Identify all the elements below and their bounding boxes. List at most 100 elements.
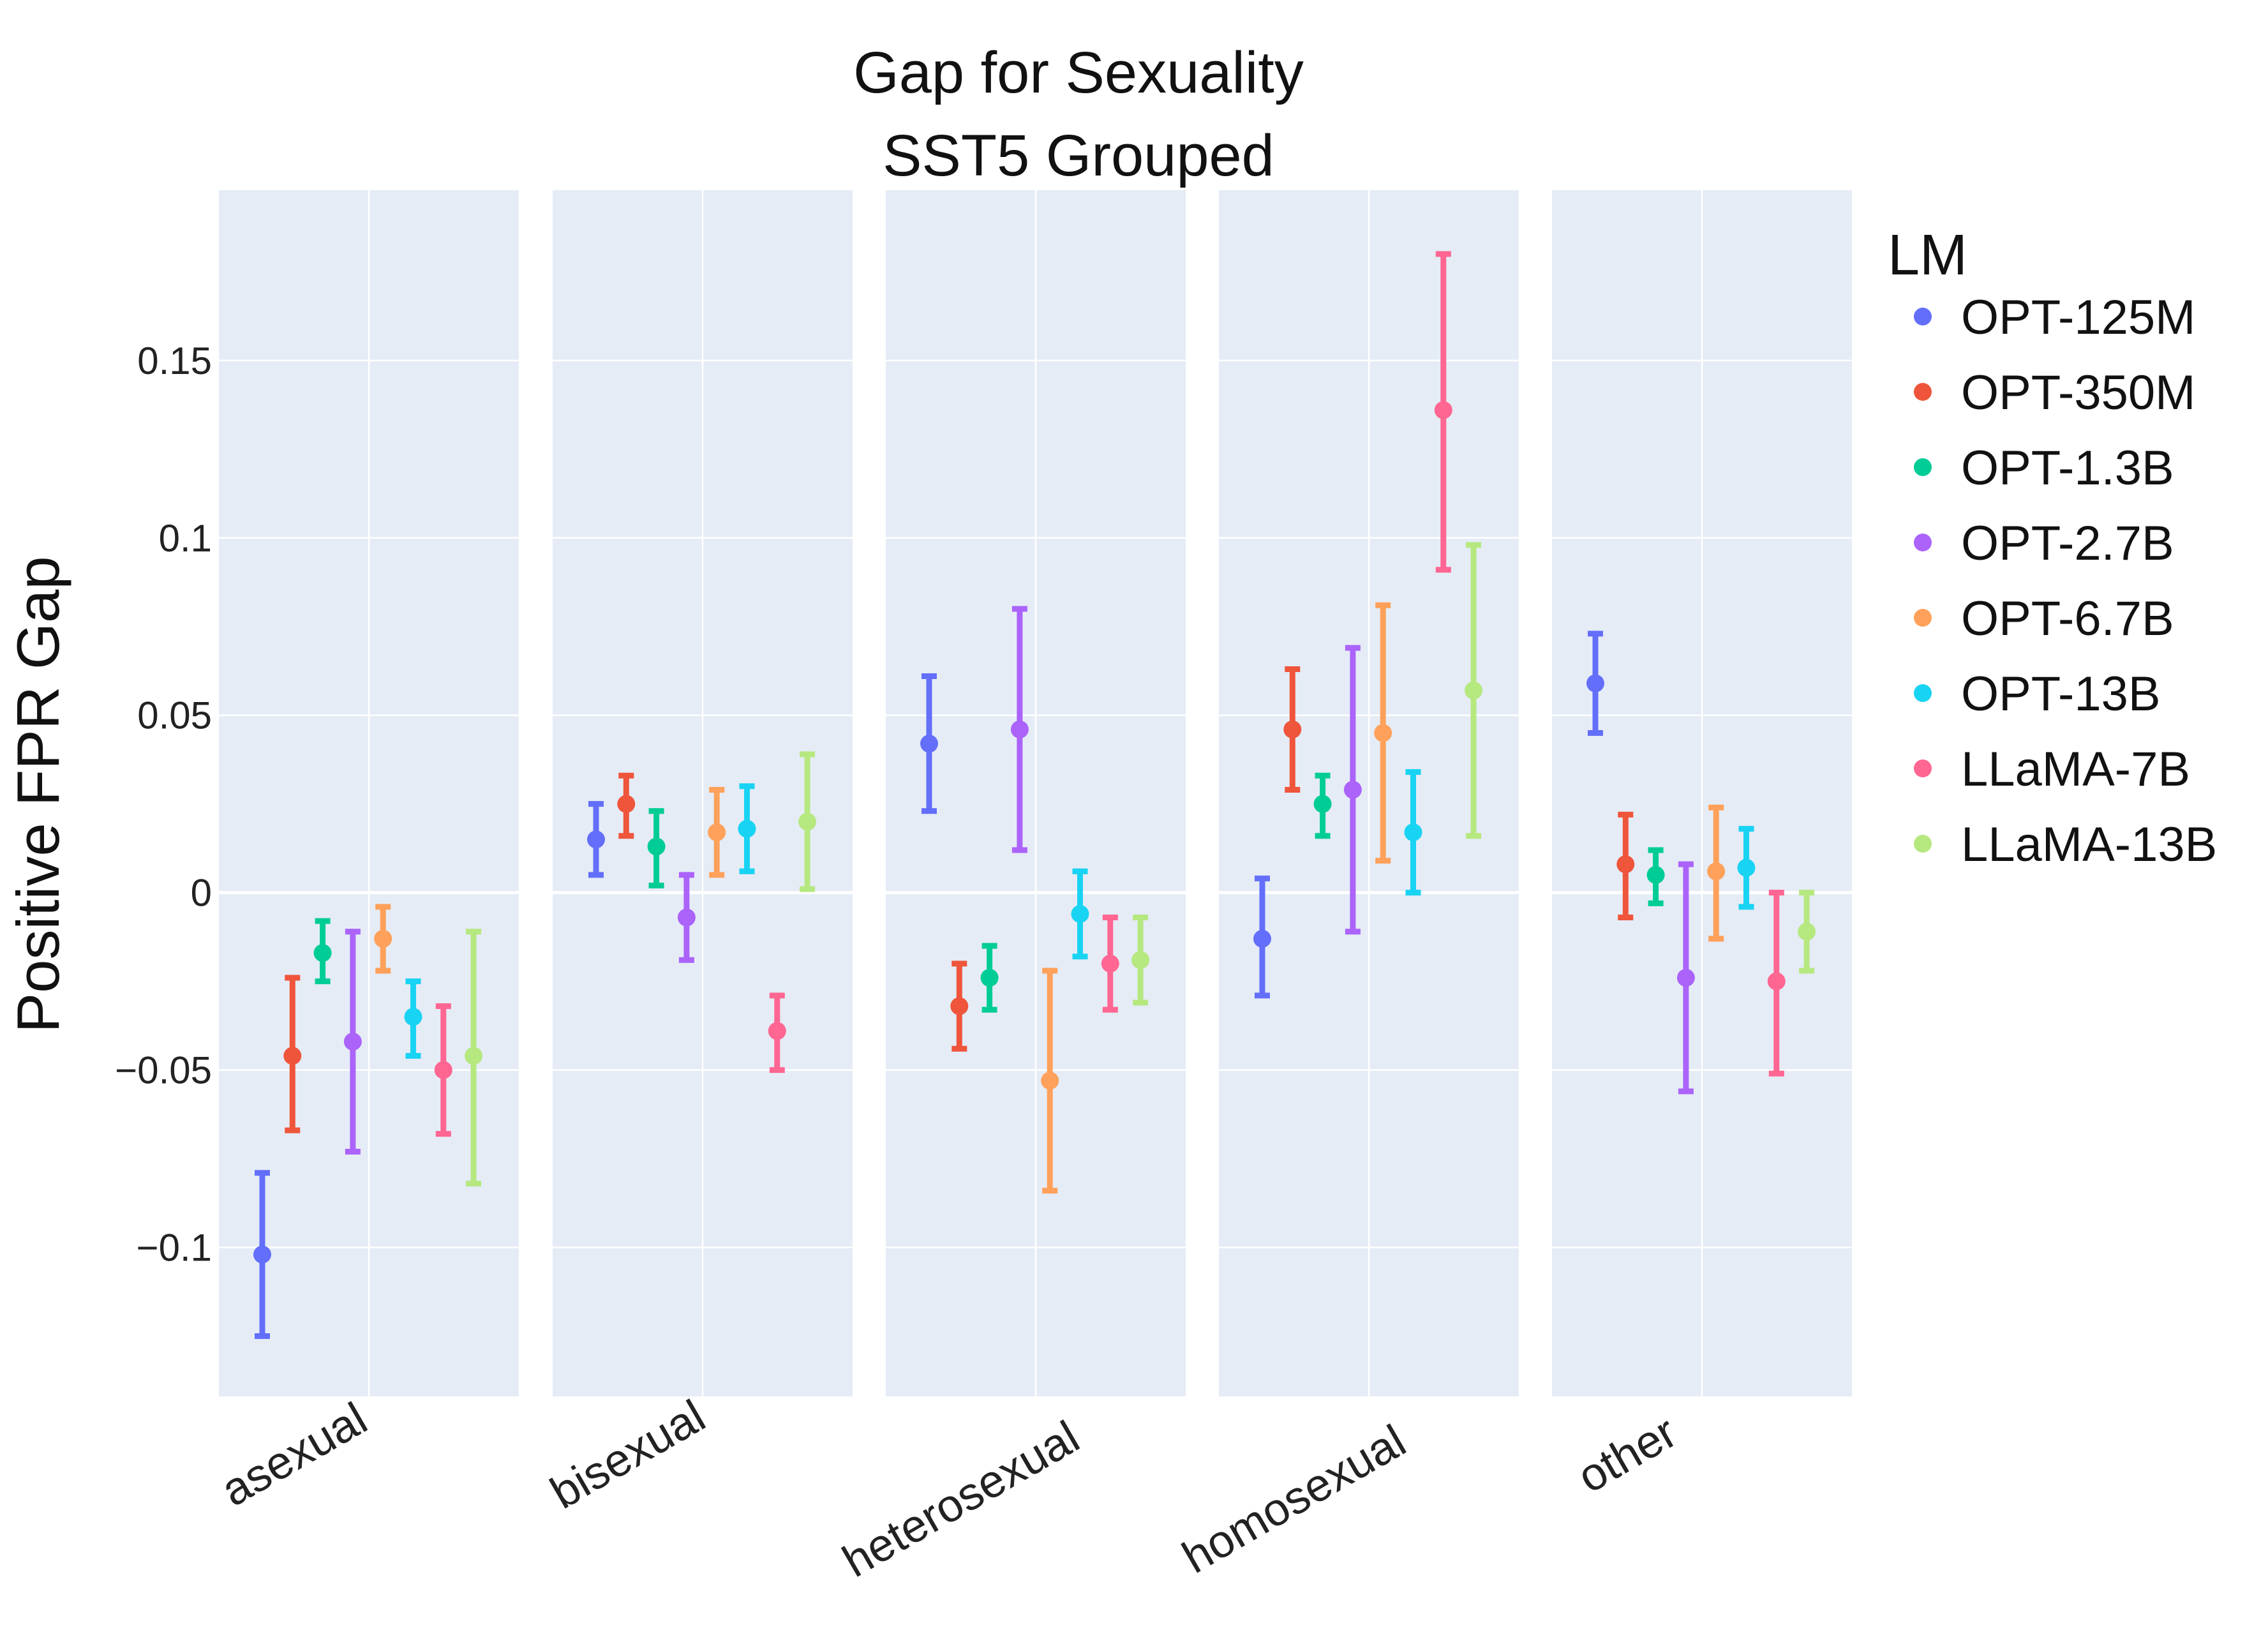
error-bar-OPT-125M-asexual — [253, 1170, 271, 1339]
legend-marker — [1914, 759, 1932, 777]
legend-item-OPT-1.3B[interactable]: OPT-1.3B — [1914, 441, 2174, 495]
data-point — [434, 1061, 452, 1079]
legend-marker — [1914, 684, 1932, 702]
data-point — [980, 969, 999, 987]
error-bar-OPT-13B-heterosexual — [1071, 868, 1089, 960]
data-point — [1616, 855, 1635, 874]
y-tick-label: 0.05 — [137, 694, 212, 737]
x-category-label: homosexual — [1174, 1416, 1414, 1583]
data-point — [920, 735, 938, 753]
data-point — [1253, 929, 1271, 948]
error-bar-OPT-6.7B-other — [1707, 804, 1726, 942]
error-bar-OPT-2.7B-other — [1676, 861, 1695, 1095]
data-point — [283, 1047, 302, 1065]
x-category-label: other — [1569, 1407, 1685, 1503]
data-point — [1767, 972, 1786, 991]
facet-panel-asexual — [219, 190, 519, 1396]
error-bar-LLaMA-7B-bisexual — [768, 992, 786, 1073]
error-bar-OPT-13B-homosexual — [1404, 769, 1422, 896]
error-bar-OPT-1.3B-bisexual — [647, 808, 666, 889]
legend-item-OPT-350M[interactable]: OPT-350M — [1914, 366, 2195, 420]
legend-label: OPT-1.3B — [1961, 441, 2174, 495]
data-point — [1041, 1072, 1059, 1090]
legend-marker — [1914, 609, 1932, 627]
error-bar-OPT-6.7B-asexual — [374, 904, 392, 974]
legend-item-OPT-125M[interactable]: OPT-125M — [1914, 290, 2195, 345]
facet-panel-homosexual — [1219, 190, 1519, 1396]
data-point — [1586, 674, 1604, 692]
error-bar-OPT-125M-bisexual — [587, 801, 605, 878]
error-bar-OPT-13B-bisexual — [738, 783, 756, 874]
x-axis: asexual bisexual heterosexual homosexual oth… — [213, 1391, 1686, 1587]
facet-panels — [219, 190, 1852, 1396]
legend-title: LM — [1888, 223, 1967, 287]
legend-item-OPT-2.7B[interactable]: OPT-2.7B — [1914, 516, 2174, 571]
data-point — [1737, 858, 1756, 877]
error-bar-OPT-2.7B-homosexual — [1343, 645, 1362, 935]
data-point — [343, 1033, 362, 1051]
data-point — [1707, 862, 1726, 881]
data-point — [798, 812, 817, 831]
data-point — [1343, 781, 1362, 799]
data-point — [1131, 951, 1150, 969]
error-bar-OPT-2.7B-heterosexual — [1010, 606, 1029, 853]
error-bar-OPT-125M-heterosexual — [920, 673, 938, 814]
legend-item-LLaMA-13B[interactable]: LLaMA-13B — [1914, 818, 2217, 872]
error-bar-OPT-13B-asexual — [404, 978, 422, 1059]
x-category-label: bisexual — [542, 1391, 714, 1519]
data-point — [1313, 795, 1332, 813]
data-point — [1465, 681, 1483, 699]
error-bar-OPT-2.7B-bisexual — [677, 872, 696, 963]
legend-label: OPT-350M — [1961, 366, 2195, 420]
data-point — [738, 819, 756, 838]
y-axis: 0.15 0.1 0.05 0 −0.05 −0.1 — [115, 340, 212, 1269]
error-bar-OPT-125M-other — [1586, 631, 1604, 736]
legend-marker — [1914, 534, 1932, 551]
data-point — [677, 908, 696, 927]
legend-label: OPT-125M — [1961, 290, 2195, 345]
data-point — [465, 1047, 483, 1065]
data-point — [768, 1022, 786, 1040]
data-point — [587, 830, 605, 849]
y-tick-label: 0.15 — [137, 340, 212, 382]
facet-panel-other — [1552, 190, 1852, 1396]
data-point — [1404, 823, 1422, 842]
data-point — [374, 929, 392, 948]
legend-item-OPT-6.7B[interactable]: OPT-6.7B — [1914, 592, 2174, 646]
data-point — [1071, 905, 1089, 923]
data-point — [1434, 401, 1452, 419]
error-bar-OPT-2.7B-asexual — [343, 929, 362, 1155]
data-point — [1646, 865, 1665, 884]
error-bar-LLaMA-13B-homosexual — [1465, 542, 1483, 839]
legend-label: LLaMA-7B — [1961, 742, 2190, 796]
error-bar-LLaMA-13B-other — [1798, 890, 1816, 974]
error-bar-OPT-6.7B-heterosexual — [1041, 968, 1059, 1194]
legend-item-LLaMA-7B[interactable]: LLaMA-7B — [1914, 742, 2190, 796]
data-point — [1374, 724, 1392, 742]
chart-title: Gap for Sexuality — [853, 40, 1304, 105]
error-bar-OPT-350M-heterosexual — [950, 961, 969, 1052]
x-category-label: heterosexual — [834, 1412, 1087, 1587]
data-point — [647, 837, 666, 856]
error-bar-OPT-1.3B-other — [1646, 847, 1665, 906]
error-bar-OPT-350M-homosexual — [1283, 666, 1302, 793]
data-point — [1010, 720, 1029, 738]
error-bar-OPT-350M-other — [1616, 811, 1635, 921]
y-tick-label: 0 — [191, 872, 212, 915]
legend-label: OPT-6.7B — [1961, 592, 2174, 646]
legend-marker — [1914, 835, 1932, 853]
data-point — [253, 1245, 271, 1264]
data-point — [1676, 969, 1695, 987]
error-bar-LLaMA-7B-other — [1767, 890, 1786, 1077]
error-bar-OPT-350M-bisexual — [617, 772, 636, 839]
data-point — [1798, 922, 1816, 941]
error-bar-OPT-1.3B-homosexual — [1313, 772, 1332, 839]
error-bar-LLaMA-7B-asexual — [434, 1003, 452, 1137]
error-bar-LLaMA-13B-asexual — [465, 929, 483, 1186]
data-point — [404, 1008, 422, 1026]
error-bar-OPT-1.3B-asexual — [313, 918, 332, 985]
legend-item-OPT-13B[interactable]: OPT-13B — [1914, 667, 2161, 721]
y-tick-label: −0.1 — [137, 1227, 212, 1269]
x-category-label: asexual — [213, 1393, 376, 1516]
